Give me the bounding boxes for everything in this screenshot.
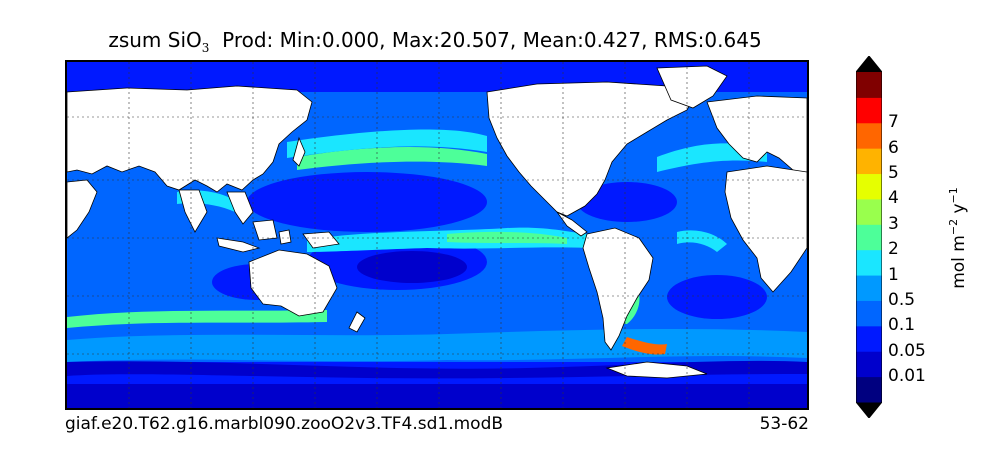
colorbar-segment <box>856 249 882 276</box>
colorbar-tick-label: 0.05 <box>888 340 926 361</box>
colorbar-tick-label: 3 <box>888 213 899 234</box>
colorbar-unit-label: mol m−2 y−1 <box>947 187 969 289</box>
eurasia-west <box>67 85 313 193</box>
north-atlantic-gyre <box>577 182 677 222</box>
india <box>178 189 208 233</box>
australia <box>248 249 338 317</box>
colorbar-tick-label: 0.01 <box>888 366 926 387</box>
colorbar-segment <box>856 300 882 327</box>
southern-front <box>67 310 327 328</box>
title-stats: Prod: Min:0.000, Max:20.507, Mean:0.427,… <box>222 28 762 52</box>
north-pacific-high <box>287 129 487 158</box>
colorbar-over-arrow <box>856 56 882 72</box>
north-pacific-subarctic <box>297 146 487 170</box>
north-pacific-gyre <box>247 172 487 232</box>
benguela-upwelling <box>677 230 727 252</box>
colorbar-tick-label: 0.1 <box>888 315 916 336</box>
south-pacific-core <box>357 251 467 283</box>
sumatra-java <box>216 237 261 253</box>
colorbar-segment <box>856 351 882 378</box>
colorbar-tick-label: 2 <box>888 239 899 260</box>
colorbar-segment <box>856 275 882 301</box>
year-range: 53-62 <box>759 414 809 434</box>
south-atlantic-gyre <box>667 275 767 319</box>
sulawesi <box>278 229 292 245</box>
new-zealand <box>348 311 366 333</box>
colorbar-segment <box>856 224 882 251</box>
colorbar-tick-label: 5 <box>888 163 899 184</box>
plot-title: zsum SiO3 Prod: Min:0.000, Max:20.507, M… <box>0 28 870 55</box>
greenland <box>656 65 728 109</box>
colorbar-segment <box>856 376 882 403</box>
new-guinea <box>302 231 340 249</box>
colorbar-segment <box>856 97 882 124</box>
colorbar-tick-label: 1 <box>888 264 899 285</box>
africa <box>724 165 807 293</box>
unit-base: mol m <box>948 235 969 289</box>
unit-exponent-1: −2 <box>947 218 961 236</box>
colorbar-tick-label: 6 <box>888 137 899 158</box>
colorbar-under-arrow <box>856 402 882 418</box>
colorbar-segment <box>856 72 882 98</box>
europe <box>706 95 807 175</box>
land-masses <box>67 65 807 379</box>
title-subscript: 3 <box>201 41 210 55</box>
graticule <box>67 62 807 408</box>
antarctic-band <box>67 384 807 408</box>
colorbar-segment <box>856 173 882 200</box>
south-america <box>582 227 654 351</box>
colorbar-segments <box>856 56 882 418</box>
unit-mid: y <box>948 203 969 219</box>
japan <box>292 136 306 167</box>
colorbar-segment <box>856 122 882 149</box>
map-canvas <box>67 62 807 408</box>
central-america <box>556 211 588 237</box>
indochina <box>226 191 254 225</box>
colorbar-segment <box>856 148 882 175</box>
map-panel <box>65 60 809 410</box>
colorbar-segment <box>856 198 882 225</box>
colorbar-segment <box>856 325 882 352</box>
title-prefix: zsum SiO <box>108 28 202 52</box>
colorbar-tick-label: 7 <box>888 112 899 133</box>
unit-exponent-2: −1 <box>947 187 961 204</box>
case-name: giaf.e20.T62.g16.marbl090.zooO2v3.TF4.sd… <box>65 414 504 434</box>
colorbar <box>856 56 882 418</box>
colorbar-tick-label: 4 <box>888 188 899 209</box>
patagonian-hotspot <box>622 337 667 355</box>
antarctic-peninsula <box>605 361 708 379</box>
colorbar-tick-label: 0.5 <box>888 289 916 310</box>
